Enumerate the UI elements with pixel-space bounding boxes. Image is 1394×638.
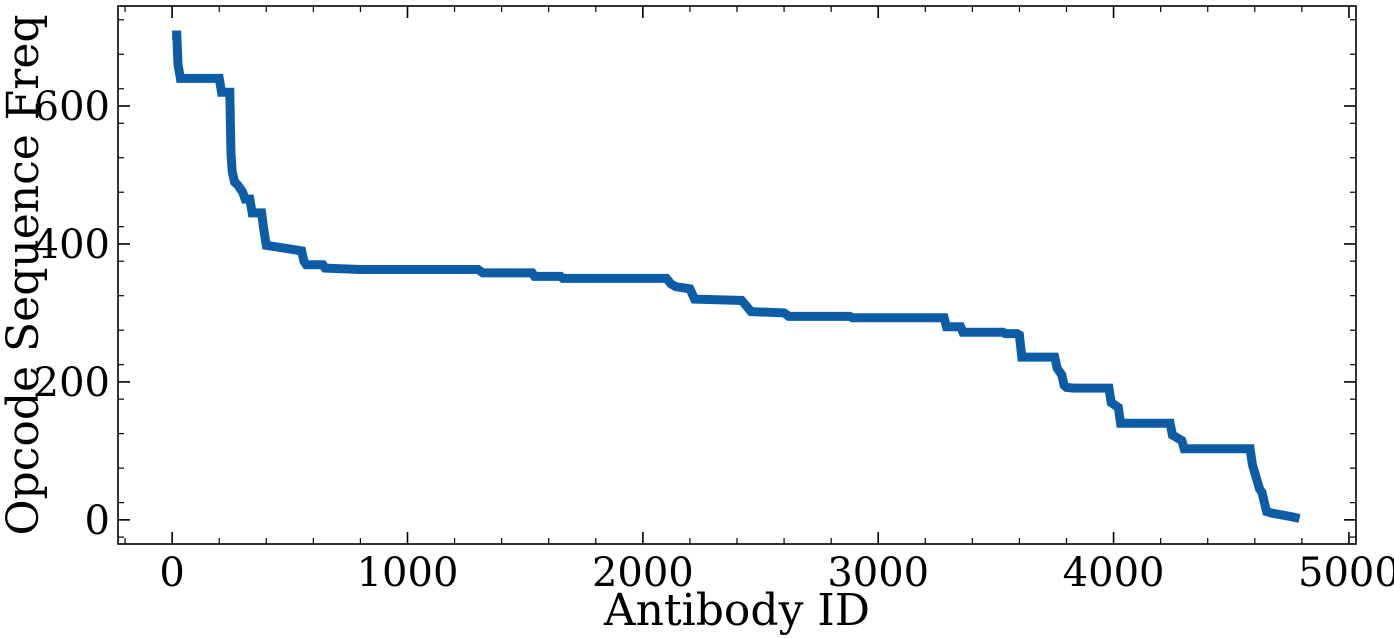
plot-area — [172, 30, 1301, 523]
tick-labels: 0 1000 2000 3000 4000 5000 0 200 400 600 — [34, 84, 1394, 596]
y-tick-label: 0 — [85, 498, 110, 544]
series-line-0 — [172, 30, 1301, 523]
y-tick-label: 200 — [34, 360, 110, 406]
axis-ticks — [118, 6, 1356, 544]
x-tick-label: 2000 — [592, 550, 694, 596]
x-tick-label: 5000 — [1298, 550, 1394, 596]
y-tick-label: 600 — [34, 84, 110, 130]
x-tick-label: 1000 — [357, 550, 459, 596]
y-axis-label: Opcode Sequence Freq — [0, 14, 49, 535]
y-tick-label: 400 — [34, 222, 110, 268]
plot-frame — [117, 5, 1357, 545]
x-tick-label: 4000 — [1063, 550, 1165, 596]
x-tick-label: 3000 — [827, 550, 929, 596]
x-axis-label: Antibody ID — [603, 585, 870, 636]
x-tick-label: 0 — [159, 550, 184, 596]
